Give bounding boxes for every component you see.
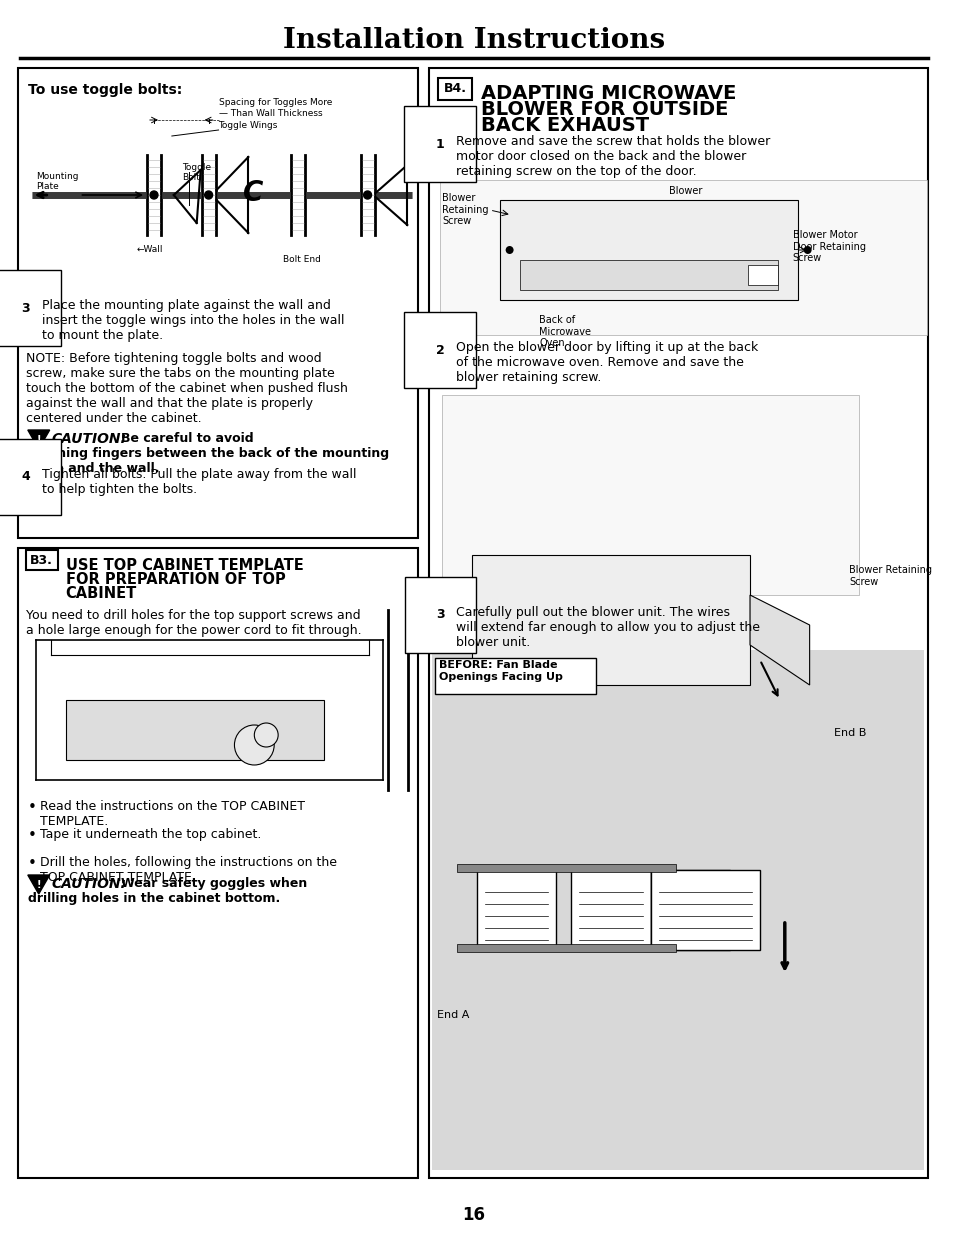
Text: 4: 4 <box>21 471 30 483</box>
Text: — Than Wall Thickness: — Than Wall Thickness <box>218 109 322 119</box>
Text: Back of
Microwave
Oven: Back of Microwave Oven <box>538 315 591 348</box>
Bar <box>456 864 675 872</box>
Text: Tighten all bolts. Pull the plate away from the wall
to help tighten the bolts.: Tighten all bolts. Pull the plate away f… <box>42 468 355 496</box>
Text: Tape it underneath the top cabinet.: Tape it underneath the top cabinet. <box>40 827 261 841</box>
Text: Blower
Retaining
Screw: Blower Retaining Screw <box>441 193 488 226</box>
Text: BLOWER FOR OUTSIDE: BLOWER FOR OUTSIDE <box>480 100 727 119</box>
Text: USE TOP CABINET TEMPLATE: USE TOP CABINET TEMPLATE <box>66 558 303 573</box>
FancyBboxPatch shape <box>429 68 927 1178</box>
Text: C: C <box>243 179 263 207</box>
Text: Installation Instructions: Installation Instructions <box>282 26 664 53</box>
Text: 16: 16 <box>462 1207 485 1224</box>
Text: Remove and save the screw that holds the blower
motor door closed on the back an: Remove and save the screw that holds the… <box>456 135 769 178</box>
Bar <box>456 944 675 952</box>
Text: Toggle Wings: Toggle Wings <box>218 121 277 130</box>
Text: 3: 3 <box>22 301 30 315</box>
Text: Bolt End: Bolt End <box>283 254 320 264</box>
Circle shape <box>205 191 213 199</box>
Text: CAUTION:: CAUTION: <box>51 432 127 446</box>
Bar <box>476 869 556 950</box>
Circle shape <box>363 191 371 199</box>
Polygon shape <box>749 595 809 685</box>
Text: BACK EXHAUST: BACK EXHAUST <box>480 116 648 135</box>
Text: Toggle: Toggle <box>182 163 211 172</box>
FancyBboxPatch shape <box>435 658 596 694</box>
Text: ←Wall: ←Wall <box>137 245 163 254</box>
Text: Read the instructions on the TOP CABINET
TEMPLATE.: Read the instructions on the TOP CABINET… <box>40 800 304 827</box>
Text: pinching fingers between the back of the mounting
plate and the wall.: pinching fingers between the back of the… <box>28 447 389 475</box>
Text: Blower Motor
Door Retaining
Screw: Blower Motor Door Retaining Screw <box>792 230 864 263</box>
Text: Place the mounting plate against the wall and
insert the toggle wings into the h: Place the mounting plate against the wal… <box>42 299 344 342</box>
Text: Spacing for Toggles More: Spacing for Toggles More <box>218 98 332 107</box>
Bar <box>472 555 749 685</box>
Text: CAUTION:: CAUTION: <box>51 877 127 890</box>
Bar <box>650 869 729 950</box>
Text: Be careful to avoid: Be careful to avoid <box>121 432 253 445</box>
Circle shape <box>254 722 278 747</box>
Circle shape <box>505 246 513 254</box>
Text: You need to drill holes for the top support screws and
a hole large enough for t: You need to drill holes for the top supp… <box>26 609 361 637</box>
Text: •: • <box>28 800 36 815</box>
Bar <box>499 200 797 300</box>
Text: Plate: Plate <box>35 182 58 191</box>
Text: End A: End A <box>436 1010 469 1020</box>
Bar <box>571 869 650 950</box>
Polygon shape <box>28 876 50 894</box>
Text: !: ! <box>36 435 41 445</box>
FancyBboxPatch shape <box>18 68 417 538</box>
Text: FOR PREPARATION OF TOP: FOR PREPARATION OF TOP <box>66 572 285 587</box>
Text: CABINET: CABINET <box>66 585 136 601</box>
Text: !: ! <box>36 881 41 890</box>
Text: Wear safety goggles when: Wear safety goggles when <box>121 877 307 890</box>
Text: B3.: B3. <box>30 553 53 567</box>
Text: Bolt: Bolt <box>182 173 199 182</box>
FancyBboxPatch shape <box>432 650 923 1170</box>
FancyBboxPatch shape <box>437 78 472 100</box>
Text: 2: 2 <box>436 343 444 357</box>
Text: Drill the holes, following the instructions on the
TOP CABINET TEMPLATE.: Drill the holes, following the instructi… <box>40 856 336 884</box>
Polygon shape <box>28 430 50 450</box>
FancyBboxPatch shape <box>439 180 926 335</box>
FancyBboxPatch shape <box>26 550 57 571</box>
Text: Blower: Blower <box>668 186 701 196</box>
Text: 3: 3 <box>436 609 444 621</box>
Text: NOTE: Before tightening toggle bolts and wood
screw, make sure the tabs on the m: NOTE: Before tightening toggle bolts and… <box>26 352 347 425</box>
Text: •: • <box>28 856 36 871</box>
Text: Blower Retaining
Screw: Blower Retaining Screw <box>848 564 931 587</box>
Circle shape <box>150 191 158 199</box>
Text: drilling holes in the cabinet bottom.: drilling holes in the cabinet bottom. <box>28 892 280 905</box>
Text: Carefully pull out the blower unit. The wires
will extend far enough to allow yo: Carefully pull out the blower unit. The … <box>456 606 760 650</box>
Bar <box>519 261 777 290</box>
FancyBboxPatch shape <box>441 395 859 595</box>
Circle shape <box>234 725 274 764</box>
Bar <box>747 266 777 285</box>
Text: •: • <box>28 827 36 844</box>
FancyBboxPatch shape <box>18 548 417 1178</box>
Text: End B: End B <box>834 727 866 739</box>
Circle shape <box>802 246 811 254</box>
Text: Mounting: Mounting <box>35 172 78 182</box>
Text: ADAPTING MICROWAVE: ADAPTING MICROWAVE <box>480 84 736 103</box>
Bar <box>650 869 760 950</box>
Text: B4.: B4. <box>443 83 466 95</box>
Bar <box>66 700 323 760</box>
Text: To use toggle bolts:: To use toggle bolts: <box>28 83 182 98</box>
Text: 1: 1 <box>436 137 444 151</box>
Text: Open the blower door by lifting it up at the back
of the microwave oven. Remove : Open the blower door by lifting it up at… <box>456 341 758 384</box>
Text: BEFORE: Fan Blade
Openings Facing Up: BEFORE: Fan Blade Openings Facing Up <box>438 659 562 682</box>
